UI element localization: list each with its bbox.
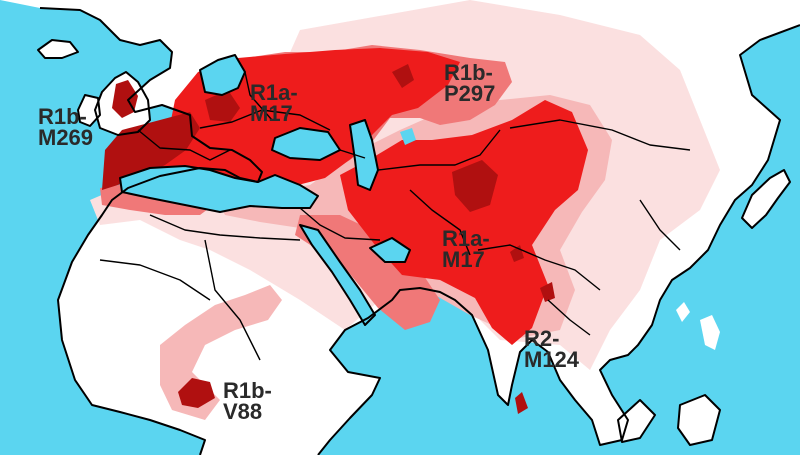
label-line: R1a-	[442, 226, 490, 251]
border-line	[244, 71, 273, 121]
zone-very-high-britain	[112, 80, 138, 118]
land-ireland	[78, 95, 100, 126]
borders	[99, 71, 691, 361]
coastline-iceland	[37, 39, 79, 59]
coastline-baltic	[199, 54, 246, 96]
coastline-black-sea	[271, 127, 341, 161]
border-line	[509, 119, 691, 151]
border-line	[204, 239, 261, 361]
label-line: M269	[38, 125, 94, 150]
coastline-mediterranean	[119, 165, 319, 213]
label-r2-m124: R2- M124	[524, 326, 580, 372]
label-line: M124	[524, 347, 580, 372]
zone-very-high-east-europe	[205, 90, 240, 122]
coastline-red-sea	[299, 224, 376, 326]
label-line: R1b-	[444, 60, 493, 85]
label-line: M17	[442, 247, 485, 272]
border-line	[199, 109, 331, 131]
coastline-main	[317, 24, 800, 455]
coastline-sumatra	[617, 399, 656, 443]
border-line	[99, 259, 211, 301]
land-iceland	[38, 40, 78, 58]
border-line	[299, 207, 381, 241]
label-line: R1a-	[250, 80, 298, 105]
land-sumatra	[618, 400, 655, 442]
border-line	[137, 129, 231, 161]
zone-medium-sw-asia	[295, 215, 440, 330]
zone-very-high-central-asia	[452, 160, 498, 212]
land-borneo	[678, 395, 720, 445]
land-japan	[742, 170, 790, 228]
label-r1a-m17-europe: R1a- M17	[250, 80, 298, 126]
coastline-britain	[94, 71, 151, 136]
label-r1b-p297: R1b- P297	[444, 60, 496, 106]
sea-black	[272, 128, 340, 160]
label-line: R2-	[524, 326, 560, 351]
label-line: R1b-	[38, 104, 87, 129]
border-line	[409, 189, 471, 256]
zone-very-high-west-europe	[102, 112, 200, 190]
label-line: R1b-	[223, 378, 272, 403]
label-r1b-v88: R1b- V88	[223, 378, 272, 424]
border-line	[339, 149, 366, 159]
label-r1a-m17-asia: R1a- M17	[442, 226, 490, 272]
sea-baltic	[200, 55, 245, 95]
inland-seas	[120, 55, 416, 325]
label-r1b-m269: R1b- M269	[38, 104, 94, 150]
coastline-caspian	[349, 119, 379, 191]
sea-red	[300, 225, 375, 325]
border-line	[477, 244, 601, 291]
coastline-borneo	[677, 394, 721, 446]
zone-very-high-west-africa	[178, 378, 215, 408]
coastline-japan	[741, 169, 791, 229]
land-taiwan	[676, 302, 690, 322]
label-line: P297	[444, 81, 496, 106]
border-line	[377, 129, 501, 171]
border-line	[149, 214, 301, 241]
coastline-ireland	[77, 94, 101, 127]
zone-very-high-bengal	[540, 282, 555, 302]
border-line	[639, 199, 681, 251]
zone-very-high-sri-lanka	[515, 392, 528, 414]
sea-mediterranean	[120, 166, 318, 212]
border-line	[547, 299, 591, 336]
label-line: V88	[223, 399, 263, 424]
zone-very-high-russia	[392, 64, 414, 88]
sea-aral	[400, 128, 416, 145]
label-line: M17	[250, 101, 293, 126]
coastline-persian-gulf	[369, 237, 411, 263]
land-philippines	[700, 315, 720, 350]
zone-high-asia	[340, 100, 588, 345]
coastlines	[37, 7, 800, 455]
